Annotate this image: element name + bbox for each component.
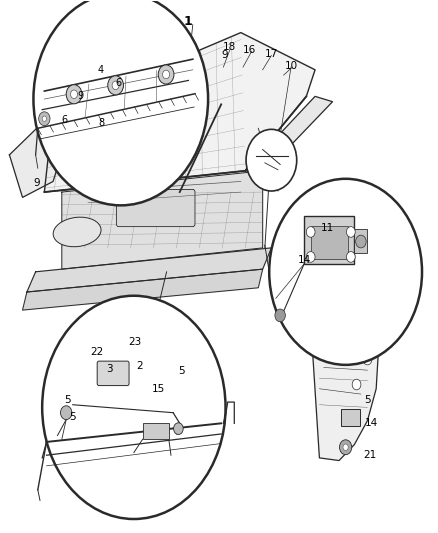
Bar <box>341 409 360 426</box>
FancyBboxPatch shape <box>117 189 195 227</box>
Circle shape <box>269 179 422 365</box>
Polygon shape <box>44 33 315 192</box>
Text: 14: 14 <box>297 255 311 265</box>
Polygon shape <box>27 248 272 292</box>
Bar <box>311 225 348 259</box>
Text: 6: 6 <box>116 78 122 88</box>
Text: 5: 5 <box>179 366 185 376</box>
Circle shape <box>346 227 355 237</box>
Text: 23: 23 <box>128 337 141 347</box>
Circle shape <box>66 85 82 104</box>
Text: 6: 6 <box>61 115 67 125</box>
Text: 1: 1 <box>184 15 193 28</box>
Circle shape <box>363 354 372 365</box>
Circle shape <box>158 65 174 84</box>
FancyBboxPatch shape <box>97 361 129 385</box>
Circle shape <box>246 130 297 191</box>
Text: 4: 4 <box>97 65 103 75</box>
Text: 15: 15 <box>152 384 166 394</box>
Text: 17: 17 <box>265 49 278 59</box>
Bar <box>143 423 169 439</box>
Circle shape <box>60 406 72 419</box>
Circle shape <box>162 70 170 79</box>
Circle shape <box>275 309 286 322</box>
Circle shape <box>343 444 348 450</box>
Text: 9: 9 <box>78 91 84 101</box>
Text: 2: 2 <box>136 361 143 371</box>
Text: 3: 3 <box>106 364 112 374</box>
Text: 5: 5 <box>64 395 71 406</box>
Circle shape <box>346 252 355 262</box>
Circle shape <box>306 227 315 237</box>
Circle shape <box>357 333 365 344</box>
Text: 5: 5 <box>69 413 76 423</box>
Text: 5: 5 <box>364 395 371 406</box>
Circle shape <box>42 116 46 122</box>
Circle shape <box>352 379 361 390</box>
Ellipse shape <box>53 217 101 247</box>
Text: 14: 14 <box>364 418 378 429</box>
Polygon shape <box>22 269 263 310</box>
Circle shape <box>39 112 50 126</box>
Text: 8: 8 <box>98 118 104 128</box>
Circle shape <box>112 81 119 90</box>
Bar <box>304 216 354 264</box>
Polygon shape <box>311 322 378 461</box>
Circle shape <box>173 423 183 434</box>
Text: 21: 21 <box>363 450 376 460</box>
Text: 11: 11 <box>321 223 334 233</box>
Circle shape <box>108 76 124 95</box>
Text: 18: 18 <box>223 43 237 52</box>
Text: 9: 9 <box>221 51 228 60</box>
Bar <box>53 131 66 155</box>
Polygon shape <box>245 96 332 174</box>
Text: 9: 9 <box>33 178 40 188</box>
Circle shape <box>356 235 366 248</box>
Circle shape <box>71 90 78 99</box>
Text: 10: 10 <box>284 61 297 70</box>
Polygon shape <box>62 171 263 269</box>
Circle shape <box>42 296 226 519</box>
Bar <box>354 229 367 253</box>
Circle shape <box>33 0 208 205</box>
Circle shape <box>339 440 352 455</box>
Circle shape <box>306 252 315 262</box>
Text: 16: 16 <box>243 45 256 54</box>
Polygon shape <box>10 112 66 197</box>
Text: 22: 22 <box>90 346 103 357</box>
